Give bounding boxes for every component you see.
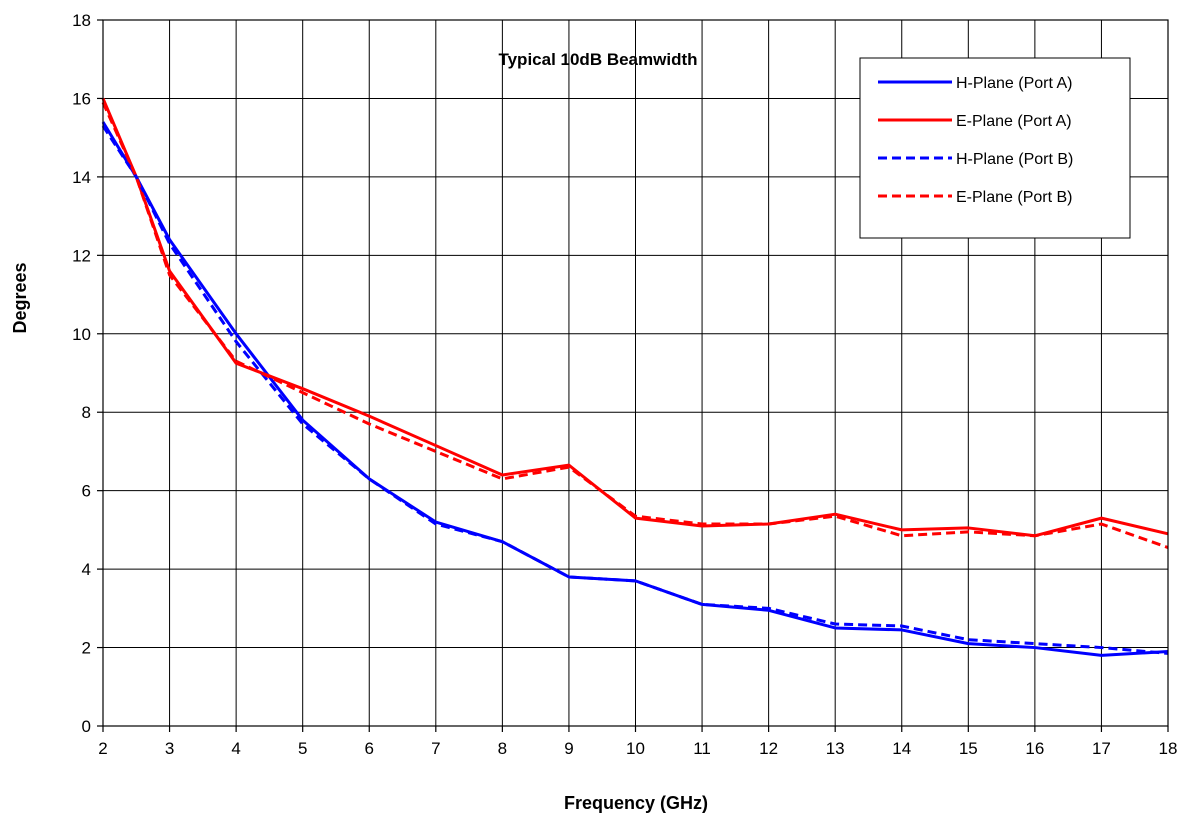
axes — [97, 19, 1169, 732]
legend-label: E-Plane (Port B) — [956, 189, 1072, 206]
y-tick-label: 8 — [82, 403, 91, 422]
x-tick-label: 17 — [1092, 739, 1111, 758]
x-tick-label: 13 — [826, 739, 845, 758]
legend-label: E-Plane (Port A) — [956, 113, 1072, 130]
x-tick-label: 18 — [1159, 739, 1178, 758]
x-tick-label: 3 — [165, 739, 174, 758]
x-tick-label: 15 — [959, 739, 978, 758]
x-tick-label: 14 — [892, 739, 911, 758]
x-tick-label: 8 — [498, 739, 507, 758]
chart-title: Typical 10dB Beamwidth — [498, 50, 697, 69]
y-tick-label: 12 — [72, 246, 91, 265]
y-tick-label: 10 — [72, 325, 91, 344]
x-tick-label: 7 — [431, 739, 440, 758]
x-tick-label: 16 — [1025, 739, 1044, 758]
y-tick-label: 16 — [72, 89, 91, 108]
legend: H-Plane (Port A) E-Plane (Port A) H-Plane … — [859, 57, 1131, 239]
legend-label: H-Plane (Port A) — [956, 75, 1072, 92]
y-tick-label: 0 — [82, 717, 91, 736]
legend-label: H-Plane (Port B) — [956, 151, 1073, 168]
x-tick-label: 4 — [231, 739, 240, 758]
x-tick-label: 10 — [626, 739, 645, 758]
x-tick-label: 12 — [759, 739, 778, 758]
y-tick-label: 18 — [72, 11, 91, 30]
x-tick-label: 11 — [693, 739, 711, 758]
legend-box — [859, 57, 1131, 239]
x-axis-label: Frequency (GHz) — [564, 793, 708, 813]
y-tick-label: 14 — [72, 168, 91, 187]
series-lines — [101, 97, 1169, 657]
series-line — [101, 101, 1169, 549]
tick-labels: 2 3 4 5 6 7 8 9 10 11 12 13 14 15 16 17 1802468101214161… — [72, 11, 1177, 758]
x-tick-label: 5 — [298, 739, 307, 758]
y-tick-label: 6 — [82, 482, 91, 501]
x-tick-label: 6 — [365, 739, 374, 758]
x-tick-label: 2 — [98, 739, 107, 758]
y-tick-label: 4 — [82, 560, 91, 579]
x-tick-label: 9 — [564, 739, 573, 758]
y-axis-label: Degrees — [10, 262, 30, 333]
legend-items: H-Plane (Port A) E-Plane (Port A) H-Plane … — [878, 75, 1073, 206]
series-line — [101, 125, 1169, 655]
y-tick-label: 2 — [82, 639, 91, 658]
